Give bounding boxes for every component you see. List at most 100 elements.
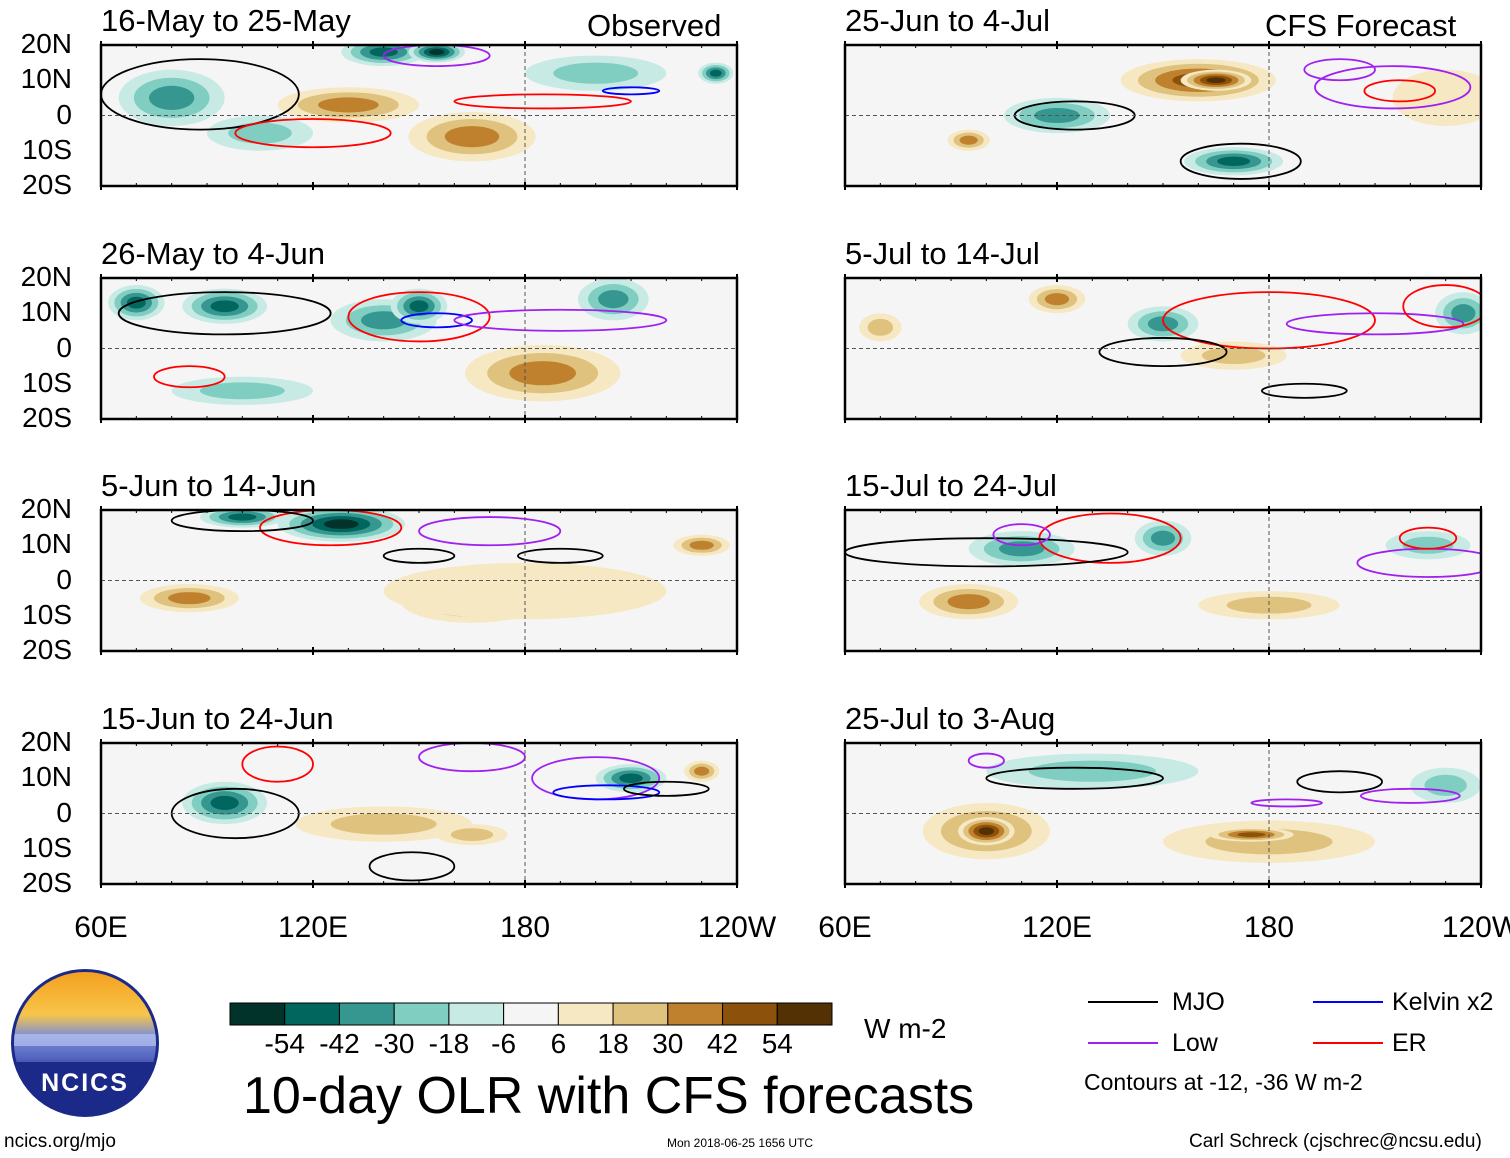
colorbar-tick-label: 30 bbox=[652, 1028, 684, 1059]
colorbar-swatch bbox=[229, 1002, 286, 1026]
contour-kelvin-x2 bbox=[400, 312, 473, 329]
colorbar-tick-label: -6 bbox=[491, 1028, 517, 1059]
olr-anomaly-blob bbox=[1424, 774, 1467, 796]
lat-tick-label: 10N bbox=[20, 296, 72, 328]
colorbar-swatch bbox=[557, 1002, 614, 1026]
contour-low bbox=[1303, 58, 1376, 82]
contour-low bbox=[1314, 65, 1472, 110]
colorbar-swatch bbox=[338, 1002, 395, 1026]
lon-tick-label: 120W bbox=[697, 911, 777, 944]
colorbar-swatch bbox=[776, 1002, 833, 1026]
contour-mjo bbox=[517, 547, 604, 564]
contour-mjo bbox=[117, 291, 332, 336]
olr-anomaly-blob bbox=[1206, 77, 1226, 84]
contour-low bbox=[1250, 798, 1323, 808]
contour-er bbox=[453, 93, 632, 110]
contour-er bbox=[1363, 79, 1436, 103]
olr-anomaly-blob bbox=[210, 300, 239, 313]
lon-tick-label: 180 bbox=[1243, 911, 1295, 944]
panel-title: 5-Jul to 14-Jul bbox=[845, 236, 1040, 271]
colorbar-tick-label: -54 bbox=[264, 1028, 305, 1059]
olr-anomaly-blob bbox=[1217, 156, 1251, 167]
site-link[interactable]: ncics.org/mjo bbox=[4, 1131, 116, 1152]
map-panel bbox=[99, 274, 739, 423]
contour-levels: Contours at -12, -36 W m-2 bbox=[1084, 1069, 1363, 1095]
lat-tick-label: 20S bbox=[22, 634, 72, 665]
lon-tick-label: 180 bbox=[499, 911, 551, 944]
contour-mjo bbox=[170, 510, 314, 533]
lat-tick-label: 0 bbox=[56, 98, 72, 130]
map-panel bbox=[99, 506, 739, 655]
colorbar-swatch bbox=[667, 1002, 724, 1026]
olr-anomaly-blob bbox=[959, 135, 978, 145]
olr-anomaly-blob bbox=[126, 296, 146, 309]
olr-anomaly-blob bbox=[1028, 760, 1156, 782]
olr-anomaly-blob bbox=[409, 300, 429, 313]
lat-tick-label: 10N bbox=[20, 63, 72, 95]
contour-low bbox=[1359, 787, 1461, 804]
olr-anomaly-blob bbox=[1451, 304, 1476, 323]
contour-low bbox=[992, 523, 1051, 547]
panel-title: 15-Jul to 24-Jul bbox=[845, 468, 1057, 503]
lat-tick-label: 20S bbox=[22, 867, 72, 898]
observed-label: Observed bbox=[587, 8, 722, 43]
contour-mjo bbox=[985, 766, 1164, 790]
contour-er bbox=[241, 745, 314, 783]
colorbar-units: W m-2 bbox=[864, 1013, 947, 1044]
lon-tick-label: 120E bbox=[1021, 911, 1093, 944]
lon-tick-label: 120W bbox=[1441, 911, 1510, 944]
contour-mjo bbox=[368, 851, 456, 882]
lat-tick-label: 10N bbox=[20, 761, 72, 793]
legend-er: ER bbox=[1392, 1029, 1427, 1057]
colorbar-tick-label: -42 bbox=[319, 1028, 360, 1059]
olr-anomaly-blob bbox=[1237, 832, 1266, 838]
map-panel bbox=[843, 739, 1483, 888]
lat-tick-label: 20S bbox=[22, 402, 72, 433]
colorbar-tick-label: -18 bbox=[428, 1028, 470, 1059]
map-panel bbox=[99, 41, 739, 190]
contour-mjo bbox=[845, 537, 1129, 568]
contour-er bbox=[1398, 526, 1458, 550]
legend-mjo: MJO bbox=[1172, 988, 1225, 1016]
lat-tick-label: 0 bbox=[56, 796, 72, 828]
lat-tick-label: 10S bbox=[22, 598, 72, 630]
contour-mjo bbox=[623, 780, 710, 797]
olr-anomaly-blob bbox=[228, 513, 257, 521]
colorbar-tick-label: -30 bbox=[373, 1028, 415, 1059]
colorbar-tick-label: 42 bbox=[706, 1028, 739, 1059]
contour-low bbox=[967, 752, 1005, 769]
contour-er bbox=[259, 510, 403, 547]
olr-anomaly-blob bbox=[1150, 530, 1176, 546]
colorbar-swatch bbox=[722, 1002, 778, 1026]
contour-er bbox=[153, 365, 226, 389]
contour-er bbox=[1038, 512, 1182, 564]
panel-title: 25-Jun to 4-Jul bbox=[845, 3, 1051, 38]
contour-low bbox=[418, 516, 562, 547]
olr-anomaly-blob bbox=[1392, 69, 1481, 127]
forecast-label: CFS Forecast bbox=[1265, 8, 1457, 43]
colorbar-swatch bbox=[612, 1002, 669, 1026]
olr-anomaly-blob bbox=[867, 318, 894, 336]
olr-anomaly-blob bbox=[598, 290, 629, 309]
olr-anomaly-blob bbox=[148, 85, 195, 110]
contour-mjo bbox=[101, 58, 300, 131]
olr-anomaly-blob bbox=[330, 813, 437, 835]
olr-anomaly-blob bbox=[199, 382, 285, 400]
olr-anomaly-blob bbox=[509, 361, 576, 386]
colorbar-tick-label: 54 bbox=[761, 1028, 793, 1059]
olr-anomaly-blob bbox=[553, 62, 639, 84]
contour-low bbox=[453, 308, 668, 332]
panel-title: 25-Jul to 3-Aug bbox=[845, 701, 1056, 736]
lat-tick-label: 0 bbox=[56, 331, 72, 363]
olr-anomaly-blob bbox=[210, 795, 239, 810]
contour-er bbox=[347, 291, 491, 343]
olr-anomaly-blob bbox=[619, 773, 643, 783]
contour-mjo bbox=[382, 547, 456, 564]
timestamp: Mon 2018-06-25 1656 UTC bbox=[667, 1136, 814, 1150]
colorbar-swatch bbox=[448, 1002, 505, 1026]
olr-anomaly-blob bbox=[228, 122, 292, 144]
olr-anomaly-blob bbox=[709, 69, 722, 77]
olr-anomaly-blob bbox=[383, 562, 667, 620]
